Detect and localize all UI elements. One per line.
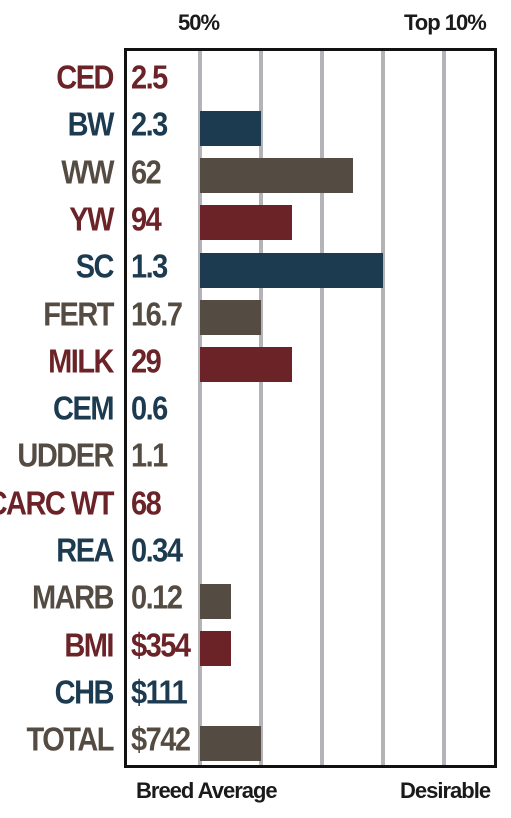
trait-label: CARC WT [0,485,115,523]
trait-label: WW [61,154,114,191]
trait-label: BMI [64,627,114,664]
bar-yw [200,205,292,241]
trait-label: MILK [48,343,114,381]
trait-label: CHB [54,674,115,712]
gridline [198,51,202,765]
bottom-label-breed-average: Breed Average [136,778,278,803]
bar-milk [200,347,292,383]
trait-value: 94 [131,201,162,239]
gridline [442,51,446,765]
trait-value: 1.3 [131,248,168,286]
trait-label: TOTAL [26,721,115,759]
trait-label: MARB [32,579,115,617]
trait-value: 0.34 [131,532,183,570]
trait-value: 0.12 [131,579,183,617]
trait-label: UDDER [17,437,114,475]
trait-value: $354 [131,627,191,664]
gridline [259,51,263,765]
bar-marb [200,583,231,619]
trait-value: 68 [131,485,162,523]
trait-label: YW [69,201,114,239]
bar-sc [200,252,383,288]
trait-value: $742 [131,721,191,759]
trait-value: 16.7 [131,296,183,333]
trait-label: CEM [53,390,114,428]
trait-label: CED [56,59,114,97]
trait-label: REA [56,532,114,570]
trait-value: 2.3 [131,106,168,144]
trait-value: 2.5 [131,59,168,97]
trait-value: 29 [131,343,162,381]
trait-value: 0.6 [131,390,168,428]
bar-bw [200,110,261,146]
trait-label: SC [75,248,115,286]
trait-value: $111 [131,674,188,712]
trait-value: 1.1 [131,437,168,475]
top-label-top-10-percent: Top 10% [404,10,487,35]
bar-ww [200,158,353,194]
bar-fert [200,300,261,335]
trait-value: 62 [131,154,162,191]
chart-frame [124,48,497,768]
bar-total [200,725,261,761]
trait-label: BW [67,106,115,144]
gridline [320,51,324,765]
gridline [381,51,385,765]
bottom-label-desirable: Desirable [400,778,491,803]
top-label-50-percent: 50% [178,10,220,35]
bar-bmi [200,631,231,667]
trait-label: FERT [43,296,114,333]
